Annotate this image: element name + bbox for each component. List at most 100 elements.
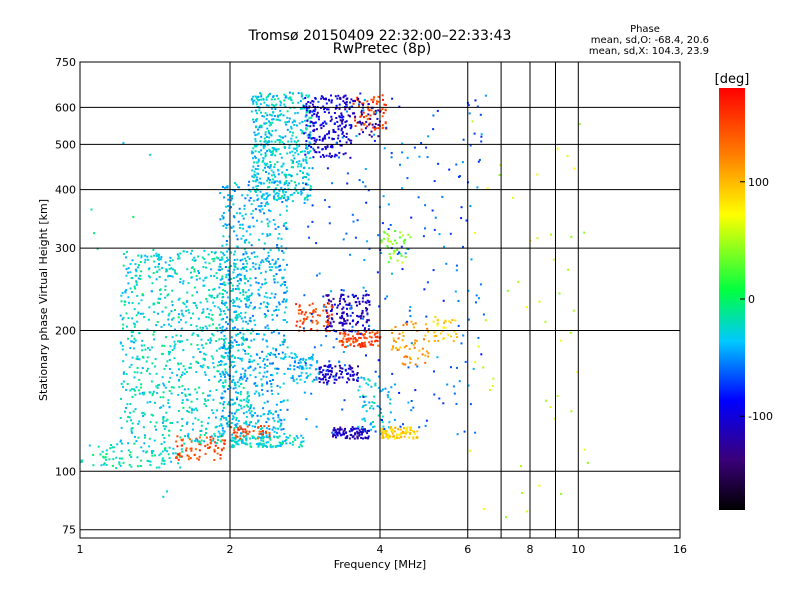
data-point-13-5 — [357, 344, 360, 347]
data-point-3-150 — [250, 252, 253, 255]
data-point-17-44 — [399, 428, 402, 431]
data-point-7-178 — [326, 145, 329, 148]
data-point-21-229 — [401, 187, 404, 190]
data-point-2-716 — [123, 303, 126, 306]
data-point-3-426 — [241, 214, 244, 217]
data-point-3-552 — [275, 403, 278, 406]
data-point-2-509 — [134, 393, 137, 396]
data-point-2-739 — [155, 421, 158, 424]
data-point-2-415 — [235, 417, 238, 419]
data-point-22-45 — [506, 289, 509, 292]
data-point-2-859 — [235, 418, 238, 421]
data-point-2-476 — [247, 399, 250, 402]
data-point-2-631 — [165, 336, 167, 339]
data-point-3-91 — [273, 223, 276, 226]
data-point-2-405 — [184, 368, 187, 371]
data-point-2-566 — [129, 402, 132, 405]
data-point-10-30 — [362, 324, 364, 327]
data-point-2-868 — [224, 370, 227, 373]
data-point-3-38 — [265, 314, 267, 317]
data-point-12-62 — [338, 428, 341, 431]
data-point-0-24 — [142, 450, 145, 453]
data-point-12-24 — [334, 434, 337, 437]
data-point-3-78 — [225, 186, 228, 189]
data-point-18-43 — [404, 321, 407, 324]
data-point-2-356 — [137, 312, 140, 315]
data-point-21-141 — [328, 205, 331, 208]
data-point-8-50 — [372, 113, 375, 116]
data-point-21-142 — [376, 271, 379, 274]
data-point-18-52 — [401, 362, 404, 365]
data-point-4-190 — [274, 175, 277, 178]
data-point-4-385 — [300, 92, 303, 95]
data-point-2-540 — [171, 275, 174, 278]
data-point-21-6 — [335, 337, 338, 340]
data-point-2-112 — [138, 358, 141, 361]
data-point-4-309 — [276, 184, 279, 187]
data-point-3-13 — [278, 233, 281, 235]
data-point-3-289 — [279, 268, 282, 271]
data-point-4-437 — [252, 176, 255, 179]
data-point-2-832 — [216, 364, 219, 367]
data-point-2-742 — [198, 272, 200, 274]
data-point-0-86 — [164, 447, 167, 450]
data-point-2-682 — [185, 371, 188, 373]
data-point-2-319 — [186, 250, 189, 253]
data-point-2-602 — [130, 430, 133, 432]
data-point-21-104 — [398, 251, 401, 254]
data-point-2-498 — [222, 373, 225, 376]
data-point-15-64 — [294, 354, 297, 357]
data-point-5-106 — [263, 436, 265, 439]
data-point-23-7 — [158, 454, 161, 457]
data-point-12-19 — [336, 433, 339, 436]
data-point-3-541 — [248, 358, 251, 361]
data-point-4-425 — [256, 194, 259, 197]
data-point-20-6 — [398, 236, 401, 239]
data-point-2-640 — [227, 355, 230, 358]
data-point-2-749 — [167, 275, 170, 278]
data-point-2-881 — [148, 276, 151, 279]
data-point-16-49 — [379, 432, 382, 435]
data-point-5-53 — [259, 436, 262, 439]
data-point-7-94 — [323, 108, 325, 111]
data-point-3-190 — [242, 336, 245, 339]
data-point-3-240 — [266, 381, 268, 384]
data-point-3-9 — [245, 298, 248, 301]
data-point-2-686 — [236, 267, 239, 270]
data-point-2-607 — [216, 370, 219, 373]
data-point-3-151 — [234, 386, 237, 389]
data-point-2-438 — [169, 259, 172, 262]
data-point-14-32 — [331, 306, 334, 309]
data-point-21-112 — [334, 330, 336, 332]
data-point-20-17 — [396, 259, 399, 262]
data-point-5-29 — [254, 437, 257, 440]
data-point-3-131 — [255, 333, 258, 335]
data-point-3-264 — [260, 272, 263, 275]
data-point-3-566 — [280, 237, 283, 240]
data-point-2-219 — [161, 267, 164, 269]
data-point-2-264 — [180, 374, 183, 376]
data-point-3-534 — [224, 186, 226, 189]
data-point-2-417 — [242, 333, 245, 336]
data-point-22-27 — [474, 231, 476, 234]
data-point-3-90 — [285, 286, 288, 289]
data-point-3-135 — [240, 273, 243, 276]
data-point-9-58 — [343, 135, 345, 138]
data-point-2-826 — [226, 425, 229, 428]
data-point-3-196 — [283, 340, 286, 343]
data-point-2-13 — [160, 325, 163, 328]
data-point-2-69 — [213, 287, 216, 290]
data-point-11-8 — [322, 373, 324, 376]
data-point-22-5 — [544, 320, 547, 323]
data-point-3-354 — [231, 412, 233, 415]
data-point-3-229 — [232, 416, 235, 419]
data-point-9-41 — [360, 109, 363, 112]
data-point-2-16 — [230, 398, 233, 401]
data-point-2-534 — [125, 373, 128, 376]
data-point-2-41 — [157, 255, 160, 257]
data-point-4-264 — [295, 124, 298, 127]
data-point-2-597 — [140, 254, 143, 257]
data-point-3-114 — [227, 198, 230, 201]
data-point-19-3 — [442, 326, 445, 329]
data-point-3-588 — [244, 352, 247, 355]
